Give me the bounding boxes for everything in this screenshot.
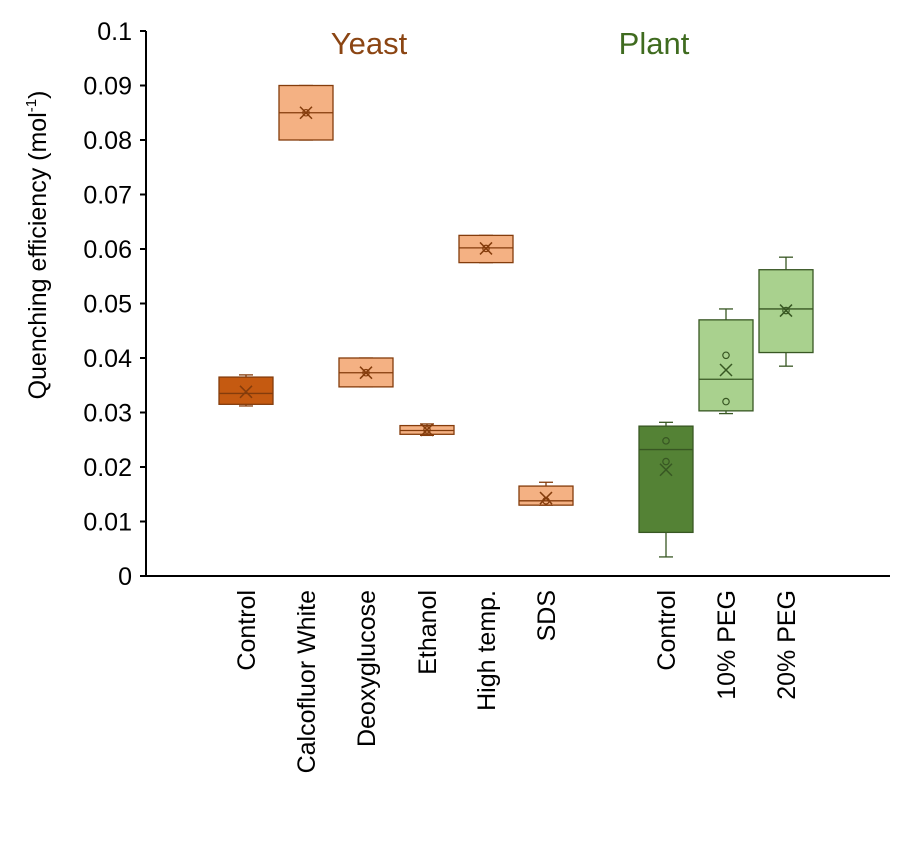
box-yeast-sds: [518, 481, 574, 506]
y-tick-label: 0.03: [83, 400, 132, 428]
y-axis-title-text: Quenching efficiency (mol: [24, 112, 52, 399]
x-category-label: Control: [653, 590, 681, 671]
x-category-label: High temp.: [473, 590, 501, 711]
box-iqr: [698, 319, 754, 412]
boxes: [218, 84, 814, 558]
data-point: [423, 426, 431, 434]
box-iqr: [518, 485, 574, 506]
y-tick-label: 0.02: [83, 454, 132, 482]
data-point: [662, 457, 670, 466]
box-plant-10-peg: [698, 308, 754, 415]
box-iqr: [218, 376, 274, 405]
x-category-label: Calcofluor White: [293, 590, 321, 773]
x-category-label: Deoxyglucose: [353, 590, 381, 747]
box-yeast-deoxyglucose: [338, 357, 394, 388]
y-tick-label: 0.08: [83, 127, 132, 155]
box-yeast-high-temp-: [458, 234, 514, 264]
y-tick-label: 0.09: [83, 73, 132, 101]
box-yeast-ethanol: [399, 423, 455, 437]
mean-marker: [779, 304, 793, 318]
x-category-label: SDS: [533, 590, 561, 641]
x-category-label: Control: [233, 590, 261, 671]
mean-marker: [299, 106, 313, 120]
y-tick-label: 0.07: [83, 182, 132, 210]
y-axis-title-superscript: -1: [23, 99, 40, 112]
y-axis-title: Quenching efficiency (mol-1): [23, 91, 52, 400]
x-category-label: 10% PEG: [713, 590, 741, 700]
axes: 0 0.01 0.02 0.03 0.04 0.05 0.06 0.07 0.08 0.09 0.1: [83, 18, 890, 591]
y-axis-title-close: ): [24, 91, 52, 99]
data-point: [482, 244, 490, 253]
box-plant-control: [638, 421, 694, 558]
box-iqr: [638, 425, 694, 534]
y-tick-label: 0.01: [83, 509, 132, 537]
mean-marker: [479, 241, 493, 255]
data-point: [662, 437, 670, 445]
mean-marker: [659, 463, 673, 477]
mean-marker: [539, 491, 553, 505]
mean-marker: [239, 385, 253, 399]
mean-marker: [359, 366, 373, 380]
data-point: [722, 351, 730, 360]
data-point: [782, 306, 790, 315]
data-point: [302, 108, 310, 117]
y-tick-label: 0.05: [83, 291, 132, 319]
y-tick-label: 0: [118, 563, 132, 591]
x-axis-labels: Control Calcofluor White Deoxyglucose Ethan…: [233, 590, 801, 773]
y-tick-label: 0.1: [97, 18, 132, 46]
box-yeast-control: [218, 374, 274, 407]
mean-marker: [719, 363, 733, 377]
data-point: [722, 397, 730, 406]
data-point: [362, 368, 370, 377]
box-plant-20-peg: [758, 256, 814, 367]
mean-marker: [420, 423, 434, 437]
x-category-label: 20% PEG: [773, 590, 801, 700]
y-tick-label: 0.04: [83, 345, 132, 373]
box-yeast-calcofluor-white: [278, 84, 334, 141]
group-label-plant: Plant: [619, 26, 690, 61]
x-category-label: Ethanol: [414, 590, 442, 675]
group-label-yeast: Yeast: [331, 26, 408, 61]
y-tick-label: 0.06: [83, 236, 132, 264]
